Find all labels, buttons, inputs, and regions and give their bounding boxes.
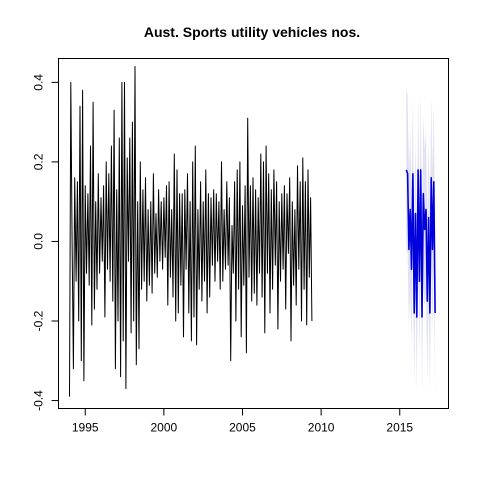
x-tick-label: 1995	[72, 421, 99, 435]
y-tick-label: 0.4	[32, 74, 46, 91]
y-tick-label: -0.4	[32, 390, 46, 411]
chart-title: Aust. Sports utility vehicles nos.	[144, 24, 360, 40]
y-tick-label: 0.0	[32, 233, 46, 250]
x-tick-label: 2000	[151, 421, 178, 435]
x-tick-label: 2015	[386, 421, 413, 435]
x-axis: 1995 2000 2005 2010 2015	[72, 409, 414, 435]
observed-series-line	[70, 67, 312, 397]
y-tick-label: -0.2	[32, 310, 46, 331]
x-tick-label: 2005	[229, 421, 256, 435]
x-tick-label: 2010	[308, 421, 335, 435]
y-tick-label: 0.2	[32, 153, 46, 170]
y-axis: -0.4 -0.2 0.0 0.2 0.4	[32, 74, 59, 411]
series-layer	[70, 67, 436, 397]
